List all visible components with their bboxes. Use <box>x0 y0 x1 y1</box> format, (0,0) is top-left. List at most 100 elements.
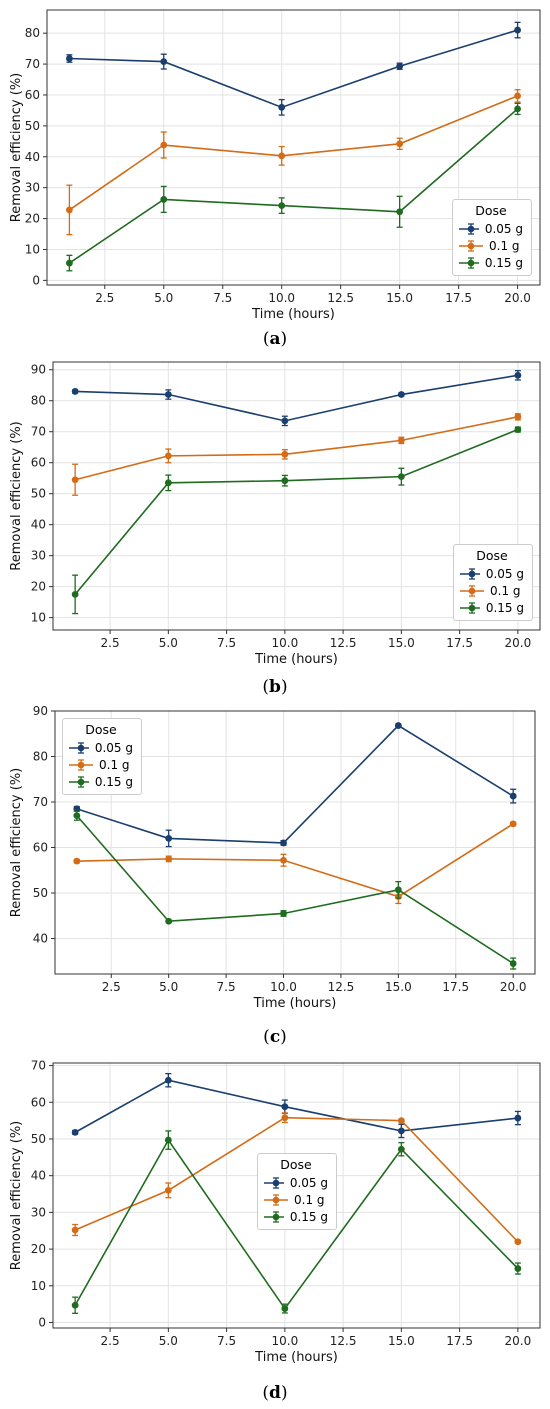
plot-frame <box>52 361 541 631</box>
x-tick-label: 7.5 <box>217 636 236 650</box>
plot-frame <box>54 710 536 975</box>
x-tick-label: 10.0 <box>270 980 297 994</box>
data-point <box>394 886 402 894</box>
data-point <box>164 1136 172 1144</box>
data-point <box>164 1076 172 1084</box>
data-point <box>278 152 286 160</box>
x-axis-label: Time (hours) <box>254 652 338 667</box>
legend-item: 0.05 g <box>264 1174 328 1191</box>
data-point <box>281 450 289 458</box>
data-point <box>397 1145 405 1153</box>
data-point <box>509 960 517 967</box>
x-tick-label: 10.0 <box>268 291 295 305</box>
y-tick-label: 30 <box>31 1205 46 1219</box>
legend-marker-icon <box>69 758 93 771</box>
x-tick-label: 15.0 <box>388 1334 415 1348</box>
data-point <box>514 1265 522 1272</box>
data-point <box>394 722 402 729</box>
panel-caption: (b) <box>262 677 288 697</box>
data-point <box>514 371 522 379</box>
data-point <box>514 413 522 421</box>
y-tick-label: 70 <box>31 425 46 439</box>
legend-item: 0.1 g <box>264 1191 328 1208</box>
data-point <box>71 388 79 395</box>
legend-label: 0.15 g <box>289 1209 328 1224</box>
data-point <box>281 477 289 485</box>
legend-item: 0.05 g <box>69 739 133 756</box>
legend-item: 0.05 g <box>460 565 524 582</box>
series-line <box>74 428 519 595</box>
y-tick-label: 40 <box>31 1169 46 1183</box>
legend-marker-icon <box>460 601 480 614</box>
legend-marker-icon <box>460 567 480 580</box>
x-tick-label: 5.0 <box>159 980 178 994</box>
x-axis-label: Time (hours) <box>254 1350 338 1365</box>
data-point <box>396 208 404 216</box>
legend-title: Dose <box>475 203 507 218</box>
data-point <box>165 835 173 842</box>
chart-legend: Dose 0.05 g 0.1 g 0.15 g <box>62 718 142 795</box>
x-tick-label: 7.5 <box>213 291 232 305</box>
data-point <box>280 839 287 847</box>
x-tick-label: 12.5 <box>327 291 354 305</box>
x-tick-label: 20.0 <box>504 291 531 305</box>
series-line <box>76 724 514 844</box>
legend-marker-icon <box>264 1210 284 1223</box>
chart-legend: Dose 0.05 g 0.1 g 0.15 g <box>453 544 533 621</box>
data-point <box>66 259 73 267</box>
data-point <box>509 820 517 828</box>
y-tick-label: 70 <box>33 795 48 809</box>
legend-item: 0.15 g <box>264 1208 328 1225</box>
y-tick-label: 40 <box>31 518 46 532</box>
y-tick-label: 60 <box>33 841 48 855</box>
data-point <box>165 855 173 863</box>
y-tick-label: 30 <box>31 549 46 563</box>
legend-label: 0.15 g <box>94 774 133 789</box>
y-axis-label: Removal efficiency (%) <box>9 421 24 571</box>
data-point <box>396 140 404 148</box>
y-tick-label: 50 <box>31 1132 46 1146</box>
plot-frame <box>46 9 541 286</box>
legend-label: 0.05 g <box>485 566 524 581</box>
chart-panel-c: 2.5 5.0 7.5 10.0 12.5 15.0 17.5 20.0 40 50 60 70 80 9… <box>0 704 550 1055</box>
panel-caption: (a) <box>262 329 288 349</box>
data-point <box>73 857 81 865</box>
data-point <box>514 426 522 433</box>
y-tick-label: 20 <box>31 1242 46 1256</box>
data-point <box>514 92 521 100</box>
y-tick-label: 90 <box>31 363 46 377</box>
legend-marker-icon <box>69 741 89 754</box>
legend-marker-icon <box>264 1193 288 1206</box>
x-tick-label: 17.5 <box>446 636 473 650</box>
y-tick-label: 20 <box>31 580 46 594</box>
series-line <box>74 416 519 481</box>
x-axis-label: Time (hours) <box>251 307 335 320</box>
data-point <box>278 202 286 209</box>
data-point <box>160 141 168 149</box>
data-point <box>160 196 168 203</box>
data-point <box>514 1114 522 1122</box>
y-axis-label: Removal efficiency (%) <box>9 768 24 918</box>
series-line <box>69 29 518 109</box>
chart-legend: Dose 0.05 g 0.1 g 0.15 g <box>257 1153 337 1230</box>
series-line <box>76 815 514 965</box>
data-point <box>397 391 405 398</box>
y-tick-label: 80 <box>25 26 40 40</box>
legend-marker-icon <box>69 775 89 788</box>
legend-item: 0.15 g <box>460 599 524 616</box>
y-tick-label: 40 <box>33 932 48 946</box>
x-tick-label: 5.0 <box>154 291 173 305</box>
series-line <box>75 374 518 422</box>
y-tick-label: 30 <box>25 181 40 195</box>
data-point <box>281 1305 289 1312</box>
x-tick-label: 15.0 <box>385 980 412 994</box>
x-tick-label: 17.5 <box>445 291 472 305</box>
series-line <box>74 1079 518 1134</box>
data-point <box>165 917 173 925</box>
y-tick-label: 50 <box>25 119 40 133</box>
x-tick-label: 15.0 <box>386 291 413 305</box>
data-point <box>164 452 172 460</box>
legend-label: 0.1 g <box>294 1192 325 1207</box>
legend-marker-icon <box>264 1176 284 1189</box>
data-point <box>514 105 521 113</box>
